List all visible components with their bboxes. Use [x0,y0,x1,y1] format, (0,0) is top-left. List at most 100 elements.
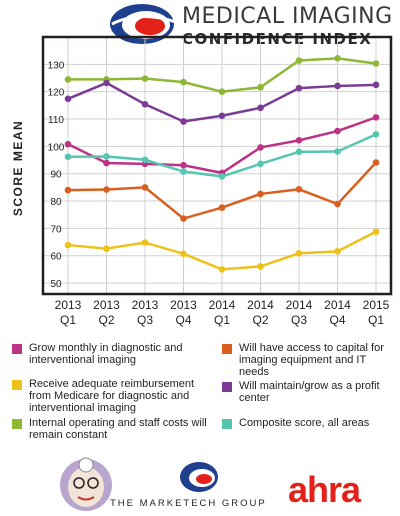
legend-item-staff-costs: Internal operating and staff costs will … [12,417,212,441]
x-tick-label-quarter: Q2 [98,313,114,327]
legend-item-composite: Composite score, all areas [222,417,392,429]
x-tick-label-quarter: Q1 [368,313,384,327]
data-point [64,186,72,194]
data-point [64,95,72,103]
data-point [180,161,187,169]
data-point [372,159,380,166]
legend-item-medicare: Receive adequate reimbursement from Medi… [12,378,212,414]
x-tick-label-year: 2014 [209,298,236,312]
y-tick-label: 50 [50,279,62,290]
x-tick-label-year: 2013 [55,298,82,312]
chart-grid [43,37,391,294]
plot-frame [41,35,393,296]
data-point [334,55,341,62]
data-point [295,84,303,92]
data-point [180,168,187,175]
data-point [372,131,380,138]
data-point [64,153,72,161]
data-point [180,78,187,86]
data-point [257,190,264,198]
legend-label: Internal operating and staff costs will … [29,417,207,441]
data-point [218,173,226,180]
data-point [372,81,380,89]
data-point [64,241,72,249]
data-point [334,200,341,208]
x-tick-label-year: 2013 [132,298,159,312]
y-tick-labels: 50 60 70 80 90 100 110 120 130 [48,60,65,290]
legend-swatch [12,344,22,354]
index-title-line1: MEDICAL IMAGING [182,4,393,29]
data-point [334,82,341,90]
y-axis-label: SCORE MEAN [11,120,25,216]
header: MEDICAL IMAGING CONFIDENCE INDEX [0,0,400,50]
data-point [334,127,341,135]
legend-label: Will maintain/grow as a profit center [239,380,380,404]
data-point [257,84,264,91]
x-tick-label-quarter: Q3 [291,313,307,327]
data-point [103,245,110,252]
data-point [64,76,72,83]
data-point [372,60,380,67]
data-point [141,75,149,82]
data-point [180,215,187,222]
data-point [257,104,264,112]
data-point [141,100,149,108]
data-point [257,263,264,270]
data-point [64,140,72,148]
data-point [218,204,226,211]
mic-logo-icon [110,4,177,44]
marketech-logo-icon [180,462,218,492]
x-tick-label-year: 2013 [93,298,120,312]
data-point [372,114,380,121]
data-point [218,266,226,273]
y-tick-label: 130 [48,60,65,71]
marketech-wordmark: THE MARKETECH GROUP [110,498,267,509]
y-tick-label: 80 [50,197,62,208]
data-point [141,156,149,164]
data-point [295,57,303,64]
data-point [103,159,110,167]
y-tick-label: 120 [48,88,65,99]
legend-label: Composite score, all areas [239,417,370,429]
data-point [180,250,187,258]
data-point [141,184,149,191]
series-5 [64,228,380,273]
y-tick-label: 110 [48,115,64,126]
data-point [257,160,264,168]
data-point [372,228,380,235]
data-point [257,144,264,151]
data-point [180,118,187,125]
legend-item-profit-center: Will maintain/grow as a profit center [222,380,392,404]
data-point [103,186,110,193]
doctor-mascot-icon [60,457,112,511]
series-group [64,55,380,273]
data-point [141,239,149,246]
data-point [103,153,110,160]
y-tick-label: 70 [50,224,62,235]
legend-label: Will have access to capital for imaging … [239,342,384,378]
y-tick-label: 100 [48,142,65,153]
ahra-logo: ahra [288,469,361,510]
sponsor-logos: THE MARKETECH GROUP ahra [0,455,400,516]
series-3 [64,131,380,180]
data-point [295,185,303,193]
series-1 [64,79,380,125]
data-point [218,88,226,95]
x-tick-label-quarter: Q1 [214,313,230,327]
x-tick-labels: 2013Q12013Q22013Q32013Q42014Q12014Q22014… [55,298,390,327]
legend: Grow monthly in diagnostic and intervent… [12,342,392,446]
series-0 [64,55,380,95]
y-tick-label: 60 [50,252,62,263]
legend-swatch [222,419,232,429]
x-tick-label-quarter: Q1 [60,313,76,327]
data-point [295,148,303,156]
data-point [334,148,341,155]
x-tick-label-quarter: Q4 [329,313,345,327]
data-point [103,79,110,87]
legend-swatch [12,419,22,429]
x-tick-label-year: 2014 [286,298,313,312]
legend-label: Grow monthly in diagnostic and intervent… [29,342,183,366]
data-point [295,137,303,144]
legend-swatch [12,380,22,390]
series-4 [64,159,380,222]
